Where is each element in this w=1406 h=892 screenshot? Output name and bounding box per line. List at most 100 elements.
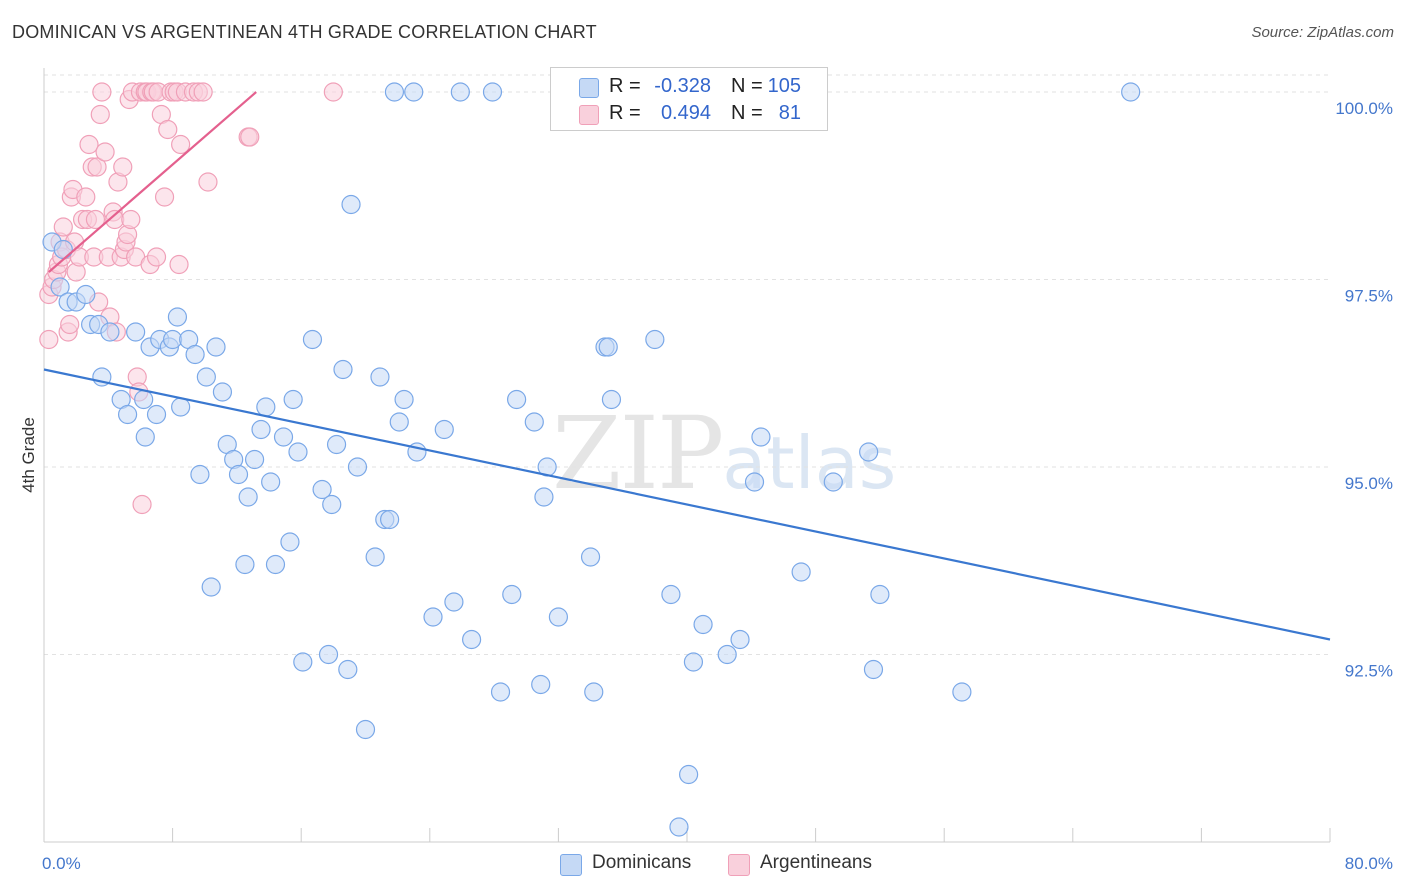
dominican-point (167, 307, 188, 327)
dominican-point (288, 442, 308, 462)
y-tick-label: 95.0% (1345, 474, 1393, 493)
argentinean-point (76, 187, 96, 207)
dominican-point (791, 562, 811, 582)
dominican-point (394, 389, 414, 410)
dominican-point (389, 412, 409, 432)
dominican-point (548, 607, 569, 627)
dominican-point (171, 397, 191, 417)
dominican-point (683, 652, 704, 672)
dominican-point (380, 509, 400, 530)
dominican-point (717, 644, 737, 665)
dominican-point (228, 464, 249, 485)
argentinean-point (79, 134, 99, 155)
watermark: ZIPatlas (552, 395, 896, 512)
x-tick-label-start: 0.0% (42, 854, 81, 873)
dominican-point (280, 532, 300, 552)
argentinean-point (240, 127, 260, 147)
n-label: N = (731, 102, 763, 124)
dominican-point (135, 427, 155, 447)
dominican-point (53, 239, 73, 260)
dominican-point (100, 322, 120, 342)
argentinean-point (323, 82, 343, 102)
tick-labels: 92.5% 95.0% 97.5% 100.0% 0.0% 80.0% 4th Grade (19, 99, 1393, 873)
y-tick-label: 92.5% (1345, 662, 1393, 681)
argentinean-point (113, 157, 133, 177)
dominicans-points (42, 82, 1141, 837)
n-label: N = (731, 75, 763, 97)
dominican-point (347, 457, 368, 477)
argentinean-point (132, 494, 152, 515)
dominican-point (338, 659, 358, 680)
dominican-point (507, 389, 527, 410)
dominicans-legend-label: Dominicans (592, 852, 692, 873)
chart-title: DOMINICAN VS ARGENTINEAN 4TH GRADE CORRE… (12, 22, 597, 42)
argentinean-point (95, 142, 115, 162)
y-tick-label: 97.5% (1345, 287, 1393, 306)
argentinean-point (146, 247, 167, 267)
argentinean-point (53, 217, 73, 237)
dominican-point (404, 82, 424, 102)
dominican-point (201, 577, 221, 597)
r-label: R = (609, 75, 641, 97)
dominican-point (50, 277, 70, 297)
dominicans-r-value: -0.328 (654, 75, 711, 97)
dominican-point (693, 614, 713, 635)
dominican-point (502, 584, 522, 605)
dominican-point (238, 487, 258, 507)
y-tick-label: 100.0% (1335, 99, 1393, 118)
dominican-point (580, 547, 601, 567)
argentinean-point (85, 209, 106, 230)
dominican-point (244, 449, 265, 470)
dominican-point (598, 337, 618, 357)
dominican-point (661, 584, 681, 605)
dominican-point (261, 472, 281, 492)
dominican-point (450, 82, 470, 102)
dominican-point (384, 82, 405, 102)
y-axis-title: 4th Grade (19, 417, 38, 493)
dominican-point (185, 344, 205, 365)
dominican-point (256, 397, 276, 417)
argentinean-point (198, 172, 218, 192)
dominican-point (444, 592, 464, 612)
dominican-point (206, 337, 226, 357)
axes (43, 68, 1331, 843)
argentineans-legend-swatch (728, 854, 750, 876)
dominican-point (730, 629, 750, 650)
legend-row-argentineans: R = 0.494 N = 81 (551, 100, 827, 128)
r-label: R = (609, 102, 641, 124)
dominican-point (117, 404, 138, 425)
dominican-point (163, 329, 183, 350)
dominican-point (273, 427, 294, 447)
dominican-point (318, 644, 339, 665)
dominicans-legend-swatch (560, 854, 582, 876)
argentineans-legend-label: Argentineans (760, 852, 872, 873)
dominican-point (283, 389, 303, 410)
dominican-point (679, 764, 699, 785)
argentinean-point (60, 314, 80, 335)
dominican-point (870, 584, 890, 605)
dominican-point (341, 194, 361, 215)
dominican-point (134, 389, 154, 410)
dominican-point (251, 419, 271, 440)
dominican-point (365, 547, 385, 567)
dominican-point (584, 682, 604, 702)
data-points (39, 82, 1141, 837)
dominican-point (482, 82, 503, 102)
argentinean-point (39, 329, 59, 350)
argentinean-point (87, 157, 107, 177)
dominican-point (333, 359, 353, 380)
dominican-point (461, 629, 482, 650)
dominican-point (859, 442, 879, 462)
dominican-point (863, 659, 884, 680)
dominican-point (751, 427, 771, 447)
dominican-point (601, 389, 622, 410)
dominican-point (293, 652, 313, 672)
x-tick-label-end: 80.0% (1345, 854, 1393, 873)
dominicans-swatch (579, 78, 599, 98)
dominican-point (534, 487, 554, 507)
dominican-point (235, 554, 255, 575)
dominican-point (212, 382, 233, 402)
argentineans-swatch (579, 105, 599, 125)
dominican-point (190, 464, 210, 485)
